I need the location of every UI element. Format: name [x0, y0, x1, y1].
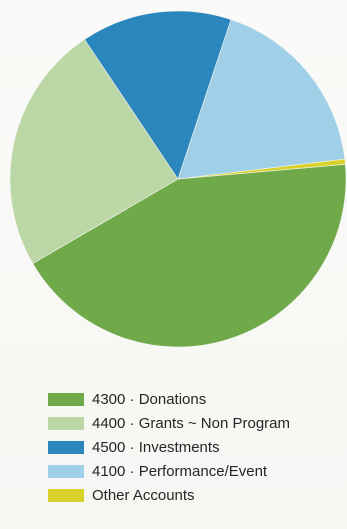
legend-label-grants: 4400 · Grants ~ Non Program	[92, 414, 291, 432]
legend-swatch-grants	[48, 416, 84, 430]
legend-label-investments: 4500 · Investments	[92, 438, 220, 456]
legend-swatch-performance	[48, 464, 84, 478]
legend-label-other: Other Accounts	[92, 486, 195, 504]
chart-legend: 4300 · Donations 4400 · Grants ~ Non Pro…	[48, 387, 290, 507]
pie-chart	[9, 10, 347, 348]
pie-slice-investments	[84, 10, 232, 180]
legend-item-other: Other Accounts	[48, 483, 290, 507]
legend-swatch-donations	[48, 392, 84, 406]
legend-swatch-other	[48, 488, 84, 502]
pie-slice-grants	[9, 38, 179, 264]
legend-label-donations: 4300 · Donations	[92, 390, 207, 408]
legend-item-grants: 4400 · Grants ~ Non Program	[48, 411, 290, 435]
legend-swatch-investments	[48, 440, 84, 454]
pie-slice-other	[177, 158, 346, 180]
pie-slice-performance	[177, 19, 346, 180]
pie-slices	[9, 10, 347, 348]
legend-item-donations: 4300 · Donations	[48, 387, 290, 411]
legend-item-investments: 4500 · Investments	[48, 435, 290, 459]
legend-label-performance: 4100 · Performance/Event	[92, 462, 268, 480]
legend-item-performance: 4100 · Performance/Event	[48, 459, 290, 483]
pie-slice-donations	[32, 164, 347, 348]
